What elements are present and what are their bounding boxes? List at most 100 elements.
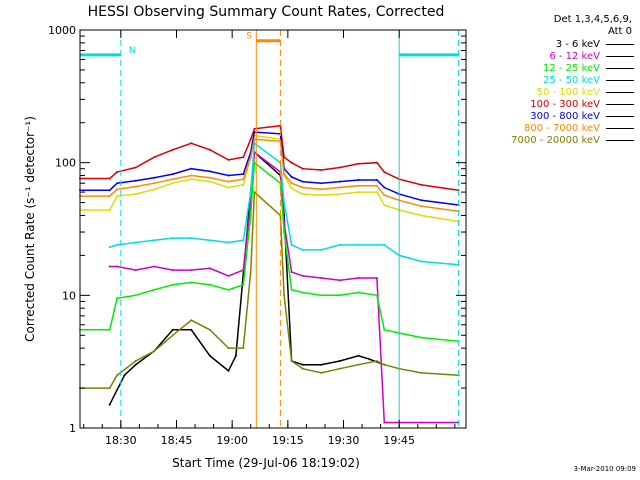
data-point [357, 162, 360, 165]
data-point [208, 328, 211, 331]
data-point [420, 199, 423, 202]
night-marker: N [79, 30, 460, 428]
data-point [108, 195, 111, 198]
data-point [420, 183, 423, 186]
data-point [301, 180, 304, 183]
data-point [320, 169, 323, 171]
plot-frame [79, 29, 467, 429]
data-point [383, 328, 386, 331]
data-point [249, 271, 252, 273]
data-point [171, 334, 174, 337]
data-point [108, 209, 111, 211]
data-point [153, 239, 156, 242]
data-point [116, 188, 119, 191]
data-point [320, 194, 323, 197]
y-tick-label: 1000 [48, 24, 76, 37]
data-point [375, 277, 378, 279]
data-point [320, 188, 323, 191]
data-point [383, 243, 386, 246]
legend-item: 25 - 50 keV [484, 74, 634, 86]
data-point [153, 182, 156, 185]
data-point [242, 183, 245, 186]
series-6-12-kev [108, 150, 460, 424]
legend-item: 12 - 25 keV [484, 62, 634, 74]
data-point [171, 328, 174, 331]
data-point [290, 243, 293, 246]
series-layer [79, 124, 460, 424]
data-point [375, 360, 378, 362]
data-point [249, 191, 252, 194]
data-point [227, 180, 230, 183]
legend-swatch [606, 103, 634, 105]
data-point [420, 214, 423, 217]
data-point [249, 156, 252, 159]
data-point [134, 185, 137, 188]
data-point [253, 191, 256, 194]
legend-header-attenuator: Att 0 [607, 26, 632, 37]
data-point [253, 138, 256, 141]
data-point [320, 371, 323, 374]
data-point [420, 336, 423, 339]
data-point [383, 363, 386, 366]
data-point [190, 178, 193, 181]
night-marker-label: N [129, 46, 136, 56]
data-point [242, 347, 245, 350]
data-point [190, 281, 193, 284]
data-point [153, 350, 156, 353]
data-point [108, 387, 111, 390]
data-point [134, 166, 137, 169]
chart-title: HESSI Observing Summary Count Rates, Cor… [88, 4, 445, 20]
data-point [208, 180, 211, 183]
series-12-25-kev [79, 161, 460, 343]
data-point [357, 191, 360, 194]
data-point [116, 297, 119, 300]
series-line-100-300-kev [80, 124, 459, 191]
data-point [208, 170, 211, 173]
x-tick-label: 19:45 [383, 434, 415, 447]
data-point [301, 274, 304, 277]
data-point [253, 161, 256, 164]
legend-label: 300 - 800 keV [530, 110, 600, 122]
data-point [227, 241, 230, 244]
legend-label: 7000 - 20000 keV [511, 134, 600, 146]
data-point [171, 269, 174, 272]
data-point [108, 403, 111, 406]
data-point [227, 369, 230, 372]
y-tick-label: 100 [55, 157, 76, 170]
data-point [283, 231, 286, 233]
data-point [420, 205, 423, 208]
data-point [375, 179, 378, 181]
series-300-800-kev [79, 131, 460, 206]
data-point [108, 177, 111, 180]
data-point [383, 186, 386, 189]
data-point [320, 182, 323, 185]
data-point [357, 291, 360, 294]
legend-swatch [606, 79, 634, 81]
data-point [227, 347, 230, 350]
data-point [134, 360, 137, 362]
series-line-50-100-kev [80, 134, 459, 223]
data-point [290, 288, 293, 291]
data-point [301, 186, 304, 189]
data-point [190, 174, 193, 177]
data-point [190, 269, 193, 272]
legend-swatch [606, 43, 634, 45]
series-line-12-25-kev [80, 161, 459, 343]
data-point [375, 184, 378, 187]
data-point [338, 279, 341, 282]
data-point [387, 421, 390, 424]
data-point [320, 363, 323, 366]
legend-label: 25 - 50 keV [542, 74, 600, 86]
legend-item: 7000 - 20000 keV [484, 134, 634, 146]
data-point [242, 283, 245, 286]
timestamp: 3-Mar-2010 09:09 [573, 465, 636, 473]
x-tick-label: 19:15 [272, 434, 304, 447]
legend-rows: 3 - 6 keV 6 - 12 keV 12 - 25 keV 25 - 50 ke… [484, 38, 634, 146]
data-point [242, 239, 245, 242]
data-point [253, 127, 256, 130]
legend-item: 50 - 100 keV [484, 86, 634, 98]
data-point [190, 319, 193, 322]
legend-item: 6 - 12 keV [484, 50, 634, 62]
data-point [338, 367, 341, 370]
data-point [301, 167, 304, 170]
